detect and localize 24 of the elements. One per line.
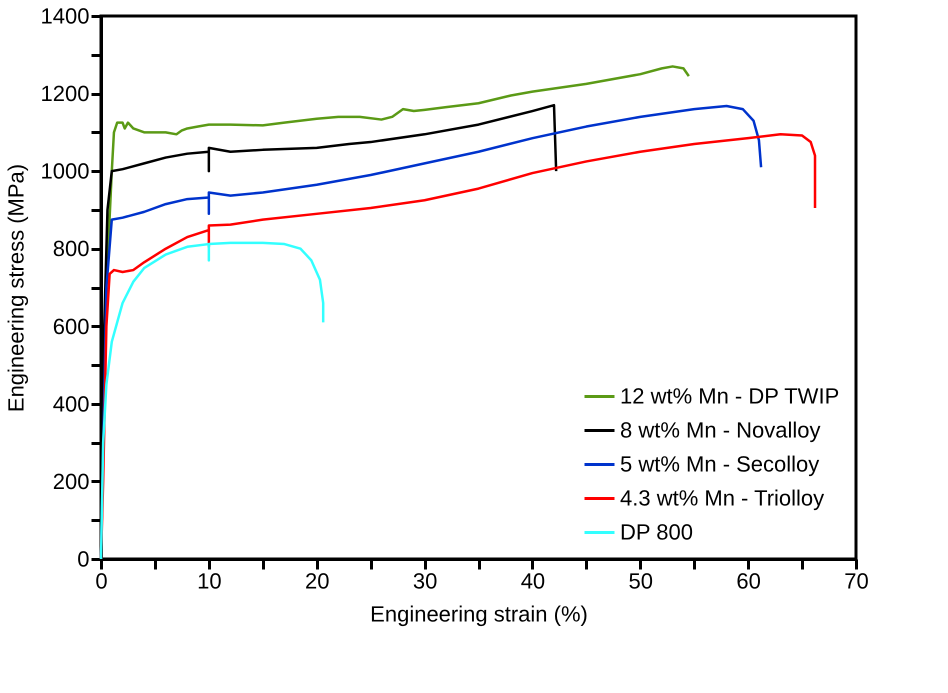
y-tick-label: 800 [52,236,90,262]
y-tick-label: 1200 [40,81,90,106]
x-tick-label: 50 [628,568,654,594]
legend-label: 4.3 wt% Mn - Triolloy [620,486,824,510]
y-tick-label: 0 [77,546,90,572]
x-tick-label: 20 [304,568,330,594]
x-axis-title: Engineering strain (%) [370,602,588,626]
legend-label: 5 wt% Mn - Secolloy [620,452,820,476]
y-tick-label: 1000 [40,158,90,184]
x-tick-label: 30 [412,568,438,594]
x-tick-label: 10 [197,568,222,594]
x-tick-label: 0 [95,568,108,594]
legend-label: 8 wt% Mn - Novalloy [620,418,821,442]
y-axis-title: Engineering stress (MPa) [4,164,29,412]
x-tick-label: 40 [520,568,546,594]
y-tick-label: 200 [52,468,90,494]
x-tick-label: 60 [736,568,761,594]
line-series [100,242,324,560]
y-tick-label: 1400 [40,4,90,28]
legend-label: 12 wt% Mn - DP TWIP [620,384,840,408]
legend-label: DP 800 [620,520,693,544]
y-tick-label: 400 [52,391,90,416]
x-tick-label: 70 [844,568,869,594]
y-tick-label: 600 [52,314,90,339]
